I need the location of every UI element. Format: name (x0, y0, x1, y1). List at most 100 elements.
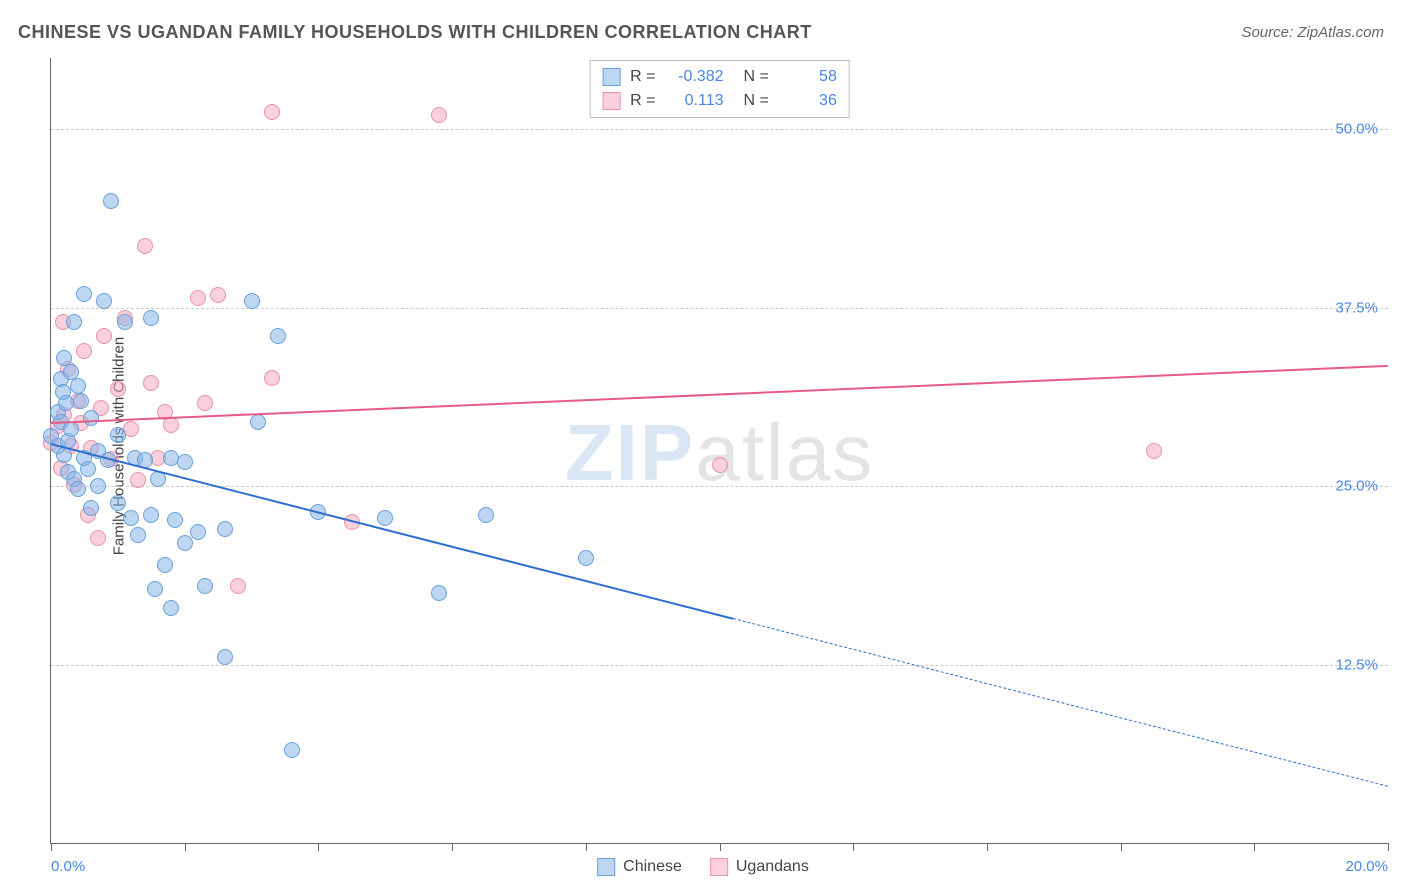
marker-ugandan (163, 417, 179, 433)
ytick-label: 25.0% (1335, 478, 1378, 495)
marker-chinese (377, 510, 393, 526)
gridline (51, 486, 1388, 487)
swatch-chinese-icon (597, 858, 615, 876)
marker-ugandan (130, 472, 146, 488)
chart-container: CHINESE VS UGANDAN FAMILY HOUSEHOLDS WIT… (0, 0, 1406, 892)
n-label: N = (744, 89, 769, 113)
source-label: Source: ZipAtlas.com (1241, 24, 1384, 41)
r-value-ugandan: 0.113 (666, 89, 724, 113)
ytick-label: 37.5% (1335, 299, 1378, 316)
marker-chinese (83, 410, 99, 426)
bottom-legend: Chinese Ugandans (597, 858, 809, 876)
marker-chinese (284, 742, 300, 758)
ytick-label: 50.0% (1335, 121, 1378, 138)
marker-chinese (167, 512, 183, 528)
chart-title: CHINESE VS UGANDAN FAMILY HOUSEHOLDS WIT… (18, 22, 812, 43)
marker-ugandan (210, 287, 226, 303)
marker-chinese (63, 421, 79, 437)
xtick-label: 0.0% (51, 858, 85, 875)
swatch-chinese-icon (602, 68, 620, 86)
marker-ugandan (143, 375, 159, 391)
marker-chinese (73, 393, 89, 409)
marker-chinese (578, 550, 594, 566)
marker-chinese (117, 314, 133, 330)
marker-chinese (110, 427, 126, 443)
stats-row-chinese: R = -0.382 N = 58 (602, 65, 837, 89)
swatch-ugandan-icon (710, 858, 728, 876)
watermark-zip: ZIP (565, 407, 695, 496)
marker-chinese (103, 193, 119, 209)
watermark-atlas: atlas (695, 407, 874, 496)
marker-ugandan (110, 381, 126, 397)
xtick (1388, 843, 1389, 851)
r-label: R = (630, 89, 655, 113)
legend-item-ugandan: Ugandans (710, 858, 809, 876)
marker-chinese (217, 521, 233, 537)
marker-chinese (58, 395, 74, 411)
xtick (720, 843, 721, 851)
marker-chinese (163, 600, 179, 616)
marker-chinese (96, 293, 112, 309)
marker-ugandan (190, 290, 206, 306)
marker-ugandan (431, 107, 447, 123)
ytick-label: 12.5% (1335, 656, 1378, 673)
legend-label-chinese: Chinese (623, 858, 682, 876)
gridline (51, 129, 1388, 130)
marker-chinese (177, 535, 193, 551)
marker-ugandan (712, 457, 728, 473)
marker-ugandan (76, 343, 92, 359)
marker-chinese (270, 328, 286, 344)
r-value-chinese: -0.382 (666, 65, 724, 89)
marker-chinese (197, 578, 213, 594)
marker-chinese (157, 557, 173, 573)
stats-row-ugandan: R = 0.113 N = 36 (602, 89, 837, 113)
marker-ugandan (137, 238, 153, 254)
xtick (1121, 843, 1122, 851)
marker-ugandan (197, 395, 213, 411)
xtick (586, 843, 587, 851)
xtick (318, 843, 319, 851)
n-label: N = (744, 65, 769, 89)
marker-chinese (110, 495, 126, 511)
marker-chinese (83, 500, 99, 516)
marker-chinese (123, 510, 139, 526)
marker-ugandan (230, 578, 246, 594)
trendline-chinese-dashed (733, 618, 1388, 787)
swatch-ugandan-icon (602, 92, 620, 110)
stats-legend: R = -0.382 N = 58 R = 0.113 N = 36 (589, 60, 850, 118)
legend-item-chinese: Chinese (597, 858, 682, 876)
xtick-label: 20.0% (1345, 858, 1388, 875)
xtick (1254, 843, 1255, 851)
marker-chinese (147, 581, 163, 597)
marker-ugandan (1146, 443, 1162, 459)
xtick (853, 843, 854, 851)
xtick (987, 843, 988, 851)
marker-chinese (190, 524, 206, 540)
marker-chinese (66, 314, 82, 330)
marker-chinese (217, 649, 233, 665)
marker-chinese (80, 461, 96, 477)
legend-label-ugandan: Ugandans (736, 858, 809, 876)
marker-chinese (250, 414, 266, 430)
marker-chinese (143, 507, 159, 523)
marker-chinese (143, 310, 159, 326)
xtick (452, 843, 453, 851)
marker-ugandan (90, 530, 106, 546)
marker-chinese (76, 286, 92, 302)
marker-chinese (130, 527, 146, 543)
n-value-chinese: 58 (779, 65, 837, 89)
marker-chinese (177, 454, 193, 470)
plot-area: ZIPatlas R = -0.382 N = 58 R = 0.113 N =… (50, 58, 1388, 844)
marker-ugandan (264, 104, 280, 120)
marker-chinese (90, 478, 106, 494)
marker-ugandan (96, 328, 112, 344)
marker-chinese (70, 481, 86, 497)
marker-chinese (244, 293, 260, 309)
gridline (51, 665, 1388, 666)
marker-chinese (431, 585, 447, 601)
watermark: ZIPatlas (565, 406, 874, 498)
trendline-ugandan (51, 365, 1388, 424)
marker-ugandan (264, 370, 280, 386)
xtick (185, 843, 186, 851)
n-value-ugandan: 36 (779, 89, 837, 113)
